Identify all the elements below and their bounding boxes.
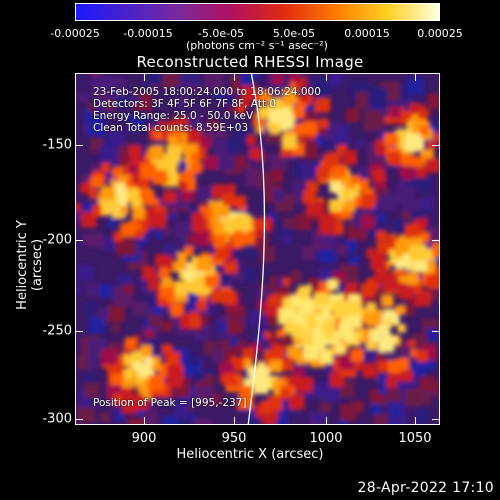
x-tick-mark [144, 417, 145, 425]
y-tick-label: -200 [42, 232, 72, 248]
colorbar-tick-label: 0.00025 [417, 27, 463, 40]
colorbar-tick-label: 5.0e-05 [272, 27, 316, 40]
y-tick-mark [432, 145, 440, 146]
annotation-time: 23-Feb-2005 18:00:24.000 to 18:06:24.000 [93, 86, 321, 98]
x-tick-mark [234, 73, 235, 81]
x-axis-label: Heliocentric X (arcsec) [176, 447, 324, 462]
colorbar-tick-label: -0.00015 [123, 27, 173, 40]
colorbar [75, 3, 440, 21]
solar-limb-line [247, 74, 266, 424]
y-tick-mark [75, 240, 83, 241]
date-stamp: 28-Apr-2022 17:10 [357, 480, 494, 496]
annotation-clean: Clean Total counts: 8.59E+03 [93, 122, 249, 134]
x-tick-label: 900 [131, 431, 157, 446]
colorbar-units-label: (photons cm⁻² s⁻¹ asec⁻²) [186, 39, 328, 52]
x-tick-label: 950 [221, 431, 247, 446]
y-tick-mark [432, 331, 440, 332]
x-tick-mark [415, 73, 416, 81]
colorbar-tick-label: -5.0e-05 [197, 27, 245, 40]
x-tick-label: 1000 [309, 431, 343, 446]
annotation-peak: Position of Peak = [995,-237] [93, 397, 247, 409]
annotation-detectors: Detectors: 3F 4F 5F 6F 7F 8F, Att 0 [93, 98, 277, 110]
image-title: Reconstructed RHESSI Image [136, 53, 364, 71]
colorbar-tick-label: -0.00025 [50, 27, 100, 40]
y-tick-mark [75, 145, 83, 146]
y-axis-label: Heliocentric Y (arcsec) [15, 220, 45, 310]
heatmap-image [76, 74, 439, 424]
annotation-energy: Energy Range: 25.0 - 50.0 keV [93, 110, 254, 122]
x-tick-mark [415, 417, 416, 425]
image-plot-area[interactable] [75, 73, 440, 425]
x-tick-mark [326, 417, 327, 425]
x-tick-mark [144, 73, 145, 81]
y-tick-mark [432, 419, 440, 420]
y-tick-mark [432, 240, 440, 241]
x-tick-mark [326, 73, 327, 81]
x-tick-label: 1050 [398, 431, 432, 446]
y-tick-label: -300 [42, 411, 72, 427]
y-tick-label: -150 [42, 137, 72, 153]
y-tick-mark [75, 419, 83, 420]
x-tick-mark [234, 417, 235, 425]
y-tick-mark [75, 331, 83, 332]
colorbar-tick-label: 0.00015 [344, 27, 390, 40]
y-tick-label: -250 [42, 323, 72, 339]
